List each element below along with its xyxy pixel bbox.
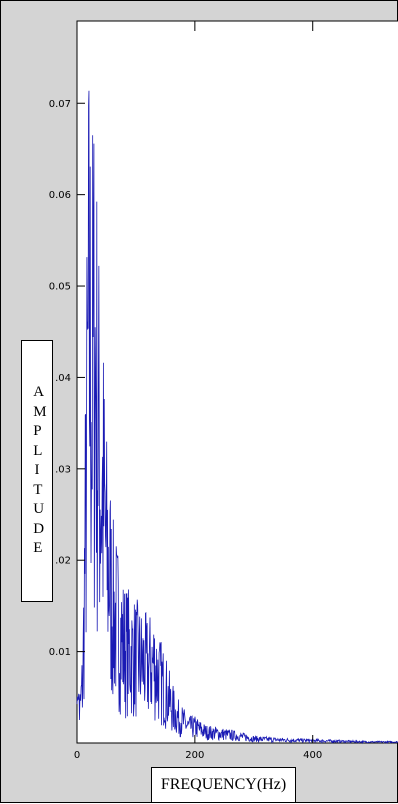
x-tick-label: 200 [185, 750, 204, 761]
y-axis-label-box: AMPLITUDE [21, 340, 53, 602]
x-tick-label: 0 [74, 750, 80, 761]
plot-area [76, 20, 398, 744]
y-tick-label: .03 [55, 464, 71, 475]
x-axis-label: FREQUENCY(Hz) [160, 776, 287, 793]
y-tick-label: 0.07 [49, 99, 71, 110]
spectrum-series [76, 90, 398, 745]
x-axis-label-box: FREQUENCY(Hz) [151, 767, 296, 803]
y-tick-label: 0.01 [49, 647, 71, 658]
y-tick-label: 0.06 [49, 190, 71, 201]
axis-ticks: 0.01 .02 .03 .04 0.05 0.06 0.07 0 200 400 [49, 21, 322, 761]
x-tick-label: 400 [303, 750, 322, 761]
y-tick-label: 0.05 [49, 282, 71, 293]
y-axis-label: AMPLITUDE [33, 384, 47, 557]
y-tick-label: .04 [55, 373, 71, 384]
amplitude-spectrum-line [76, 90, 398, 745]
y-tick-label: .02 [55, 556, 71, 567]
